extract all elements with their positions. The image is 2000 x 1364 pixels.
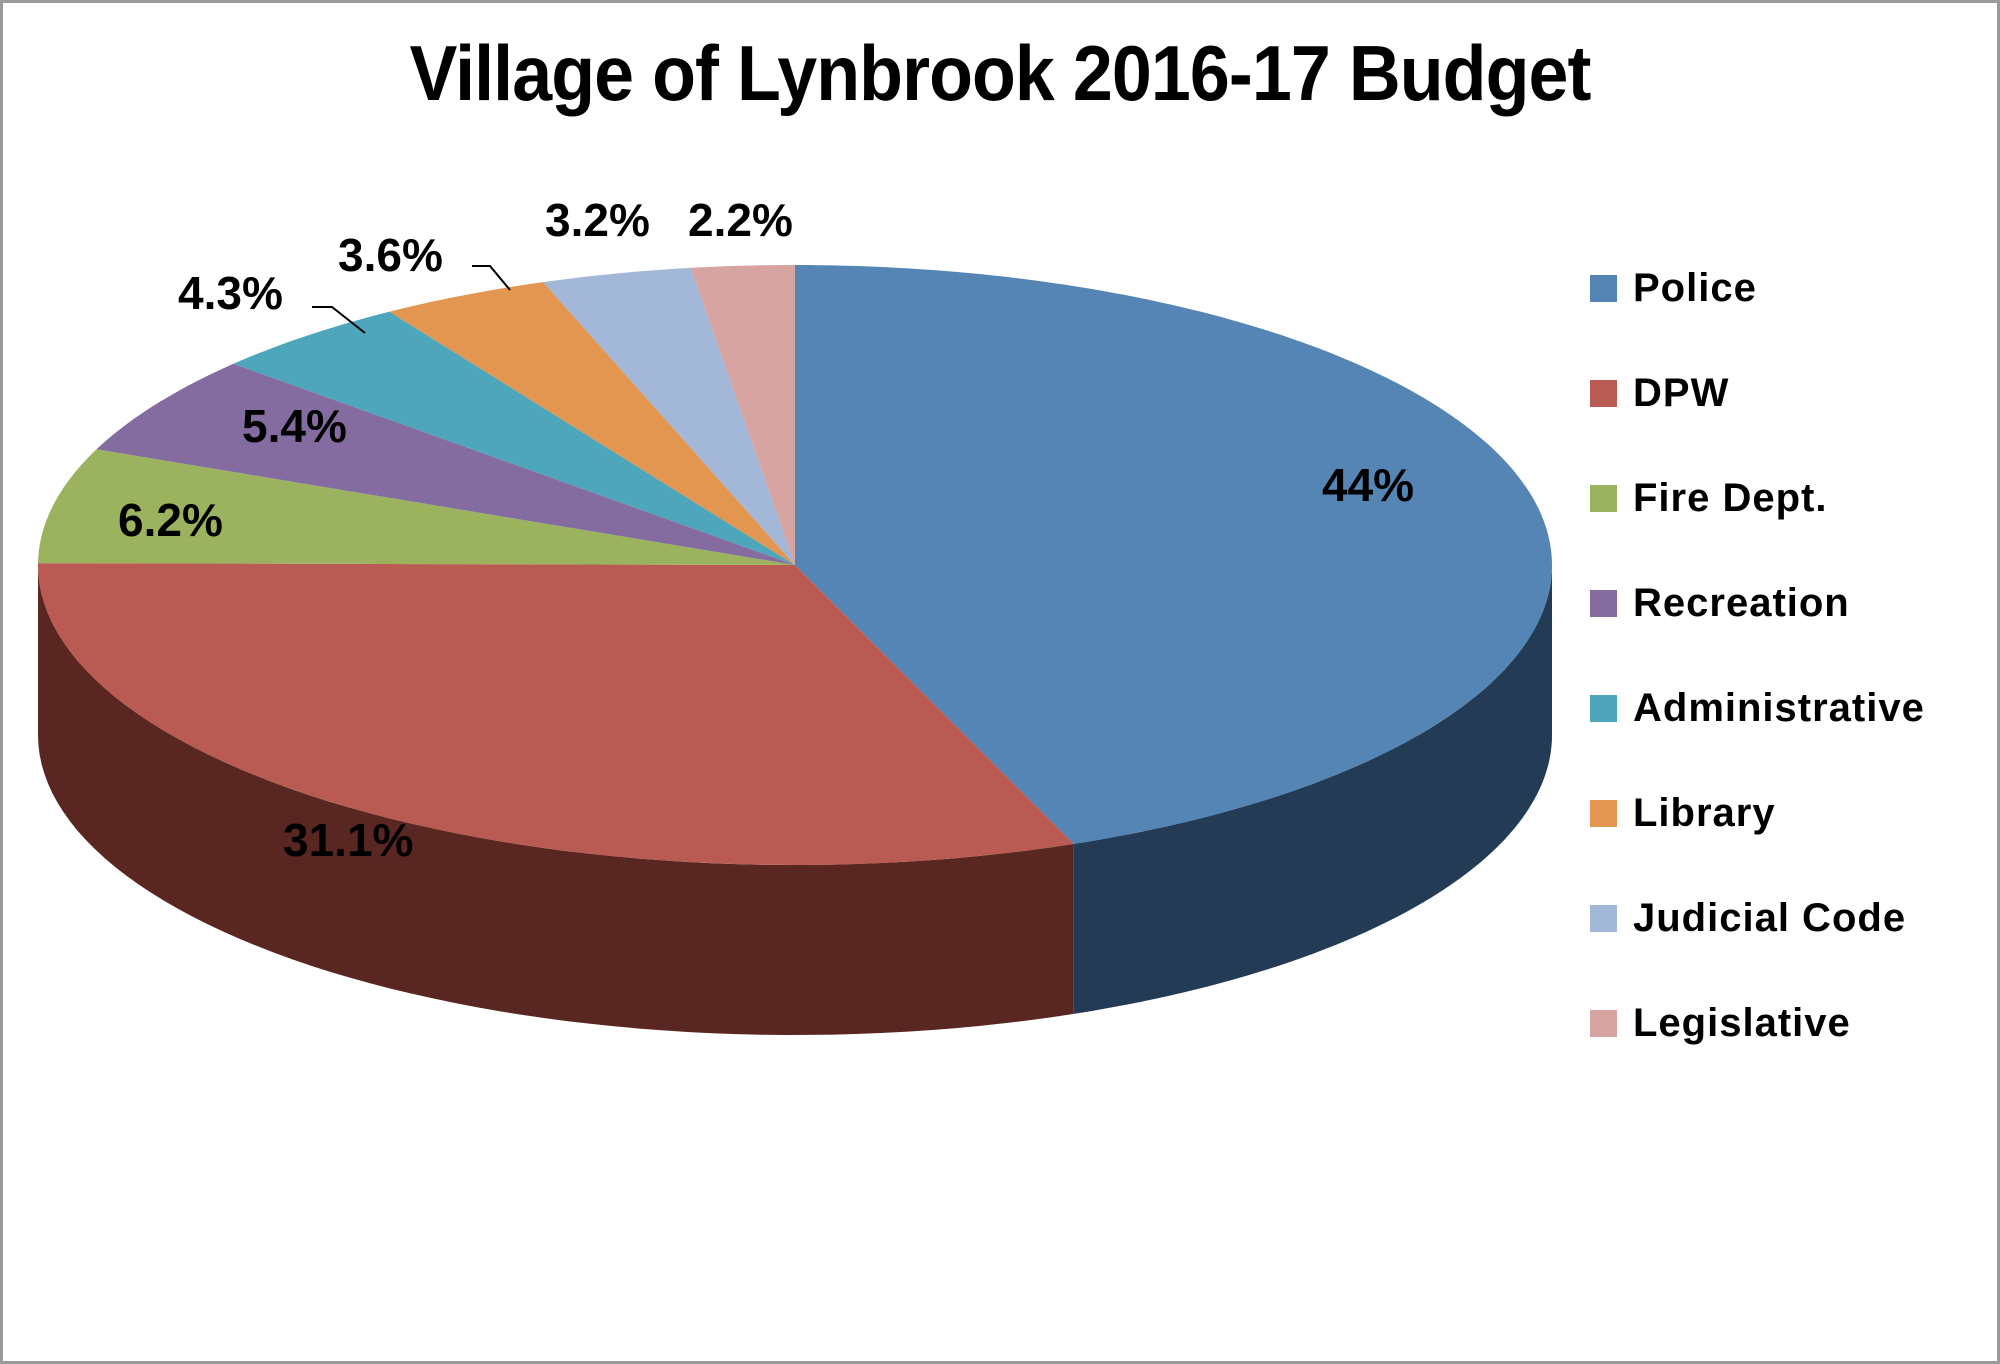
pie-slice-police xyxy=(795,265,1552,844)
pie-slice-library xyxy=(389,282,795,565)
pie-side-dpw xyxy=(38,565,1074,1035)
data-label-judicial-code: 3.2% xyxy=(545,194,650,246)
legend-label: Judicial Code xyxy=(1633,896,1907,940)
data-label-legislative: 2.2% xyxy=(688,194,793,246)
legend: Police DPW Fire Dept. Recreation Adminis… xyxy=(1590,236,1925,1076)
legend-label: Fire Dept. xyxy=(1633,476,1828,520)
data-label-administrative: 4.3% xyxy=(178,267,283,319)
legend-item-recreation: Recreation xyxy=(1590,551,1925,656)
legend-item-dpw: DPW xyxy=(1590,341,1925,446)
pie-slice-legislative xyxy=(690,265,795,565)
legend-label: Recreation xyxy=(1633,581,1850,625)
legend-item-library: Library xyxy=(1590,761,1925,866)
legend-label: Legislative xyxy=(1633,1001,1851,1045)
legend-label: Administrative xyxy=(1633,686,1925,730)
data-label-library: 3.6% xyxy=(338,229,443,281)
chart-title: Village of Lynbrook 2016-17 Budget xyxy=(409,29,1592,117)
legend-swatch-library xyxy=(1590,800,1617,827)
leader-line-library xyxy=(472,265,511,291)
legend-label: Library xyxy=(1633,791,1776,835)
legend-item-judicial-code: Judicial Code xyxy=(1590,866,1925,971)
legend-swatch-fire-dept xyxy=(1590,485,1617,512)
leader-line-administrative xyxy=(312,306,366,334)
pie-slice-judicial-code xyxy=(543,267,795,565)
legend-swatch-legislative xyxy=(1590,1010,1617,1037)
legend-swatch-administrative xyxy=(1590,695,1617,722)
pie-slice-administrative xyxy=(233,311,795,565)
legend-swatch-dpw xyxy=(1590,380,1617,407)
pie-side-walls xyxy=(38,565,1552,1035)
legend-label: DPW xyxy=(1633,371,1730,415)
legend-item-legislative: Legislative xyxy=(1590,971,1925,1076)
legend-item-fire-dept: Fire Dept. xyxy=(1590,446,1925,551)
data-label-dpw: 31.1% xyxy=(283,814,414,866)
pie-top-slices xyxy=(38,265,1552,865)
data-label-recreation: 5.4% xyxy=(242,400,347,452)
legend-item-administrative: Administrative xyxy=(1590,656,1925,761)
legend-item-police: Police xyxy=(1590,236,1925,341)
pie-side-police xyxy=(1073,565,1552,1014)
pie-slice-fire-dept xyxy=(38,449,795,565)
pie-slice-dpw xyxy=(38,563,1074,865)
legend-swatch-recreation xyxy=(1590,590,1617,617)
legend-swatch-police xyxy=(1590,275,1617,302)
data-label-fire-dept: 6.2% xyxy=(118,494,223,546)
legend-swatch-judicial-code xyxy=(1590,905,1617,932)
pie-slice-recreation xyxy=(96,363,795,565)
legend-label: Police xyxy=(1633,266,1757,310)
data-label-police: 44% xyxy=(1322,459,1415,511)
leader-lines xyxy=(312,265,511,334)
